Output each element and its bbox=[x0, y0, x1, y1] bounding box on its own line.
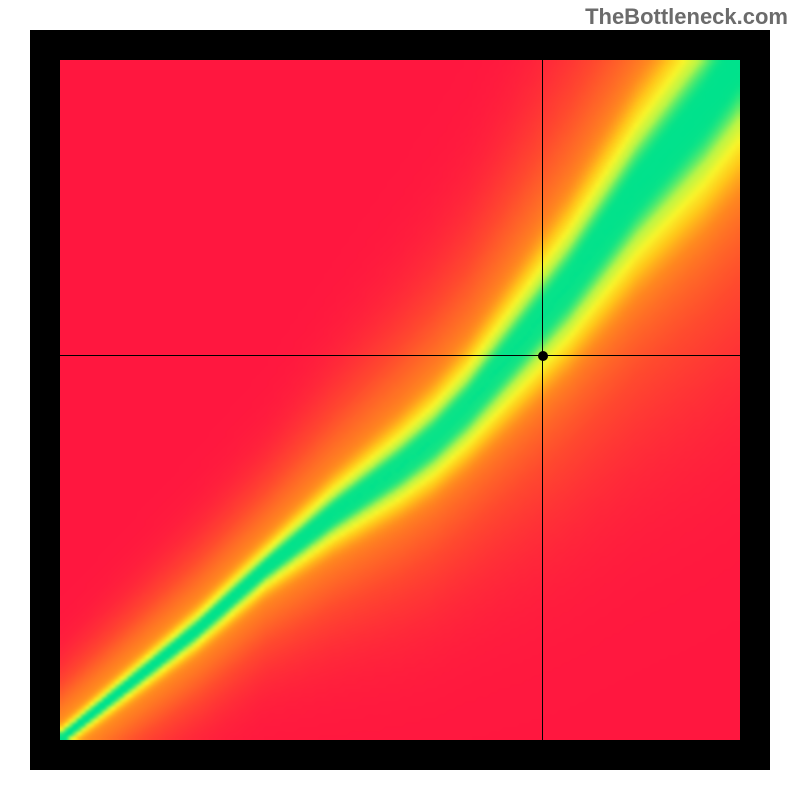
watermark-text: TheBottleneck.com bbox=[585, 4, 788, 30]
heatmap-canvas bbox=[60, 60, 740, 740]
page-root: TheBottleneck.com bbox=[0, 0, 800, 800]
chart-frame bbox=[30, 30, 770, 770]
